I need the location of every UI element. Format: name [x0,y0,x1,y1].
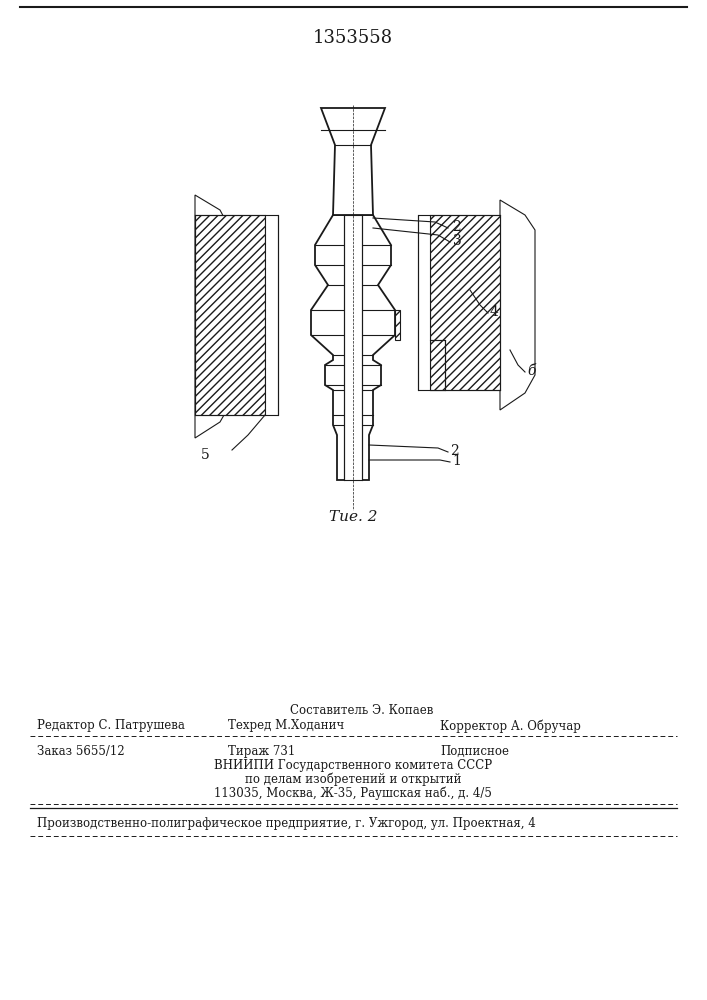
Text: б: б [527,364,535,378]
Polygon shape [395,310,400,340]
Text: Составитель Э. Копаев: Составитель Э. Копаев [290,704,433,716]
Text: 1353558: 1353558 [313,29,393,47]
Text: Редактор С. Патрушева: Редактор С. Патрушева [37,720,185,732]
Text: по делам изобретений и открытий: по делам изобретений и открытий [245,772,461,786]
Text: 4: 4 [490,305,499,319]
Text: 2: 2 [452,220,461,234]
Text: Производственно-полиграфическое предприятие, г. Ужгород, ул. Проектная, 4: Производственно-полиграфическое предприя… [37,816,536,830]
Polygon shape [418,215,430,390]
Text: 5: 5 [201,448,210,462]
Text: 3: 3 [453,234,462,248]
Polygon shape [430,215,500,390]
Polygon shape [265,215,278,415]
Text: Τие. 2: Τие. 2 [329,510,378,524]
Polygon shape [195,215,265,415]
Text: Корректор А. Обручар: Корректор А. Обручар [440,719,581,733]
Text: 2: 2 [450,444,459,458]
Polygon shape [195,195,228,438]
Text: Техред М.Ходанич: Техред М.Ходанич [228,720,344,732]
Text: Заказ 5655/12: Заказ 5655/12 [37,744,124,758]
Text: Тираж 731: Тираж 731 [228,744,296,758]
Text: 1: 1 [452,454,461,468]
Text: Подписное: Подписное [440,744,509,758]
Polygon shape [500,200,535,410]
Polygon shape [311,215,395,480]
Polygon shape [321,108,385,215]
Polygon shape [430,340,445,390]
Text: 113035, Москва, Ж-35, Раушская наб., д. 4/5: 113035, Москва, Ж-35, Раушская наб., д. … [214,786,492,800]
Polygon shape [344,215,362,480]
Text: ВНИИПИ Государственного комитета СССР: ВНИИПИ Государственного комитета СССР [214,758,492,772]
